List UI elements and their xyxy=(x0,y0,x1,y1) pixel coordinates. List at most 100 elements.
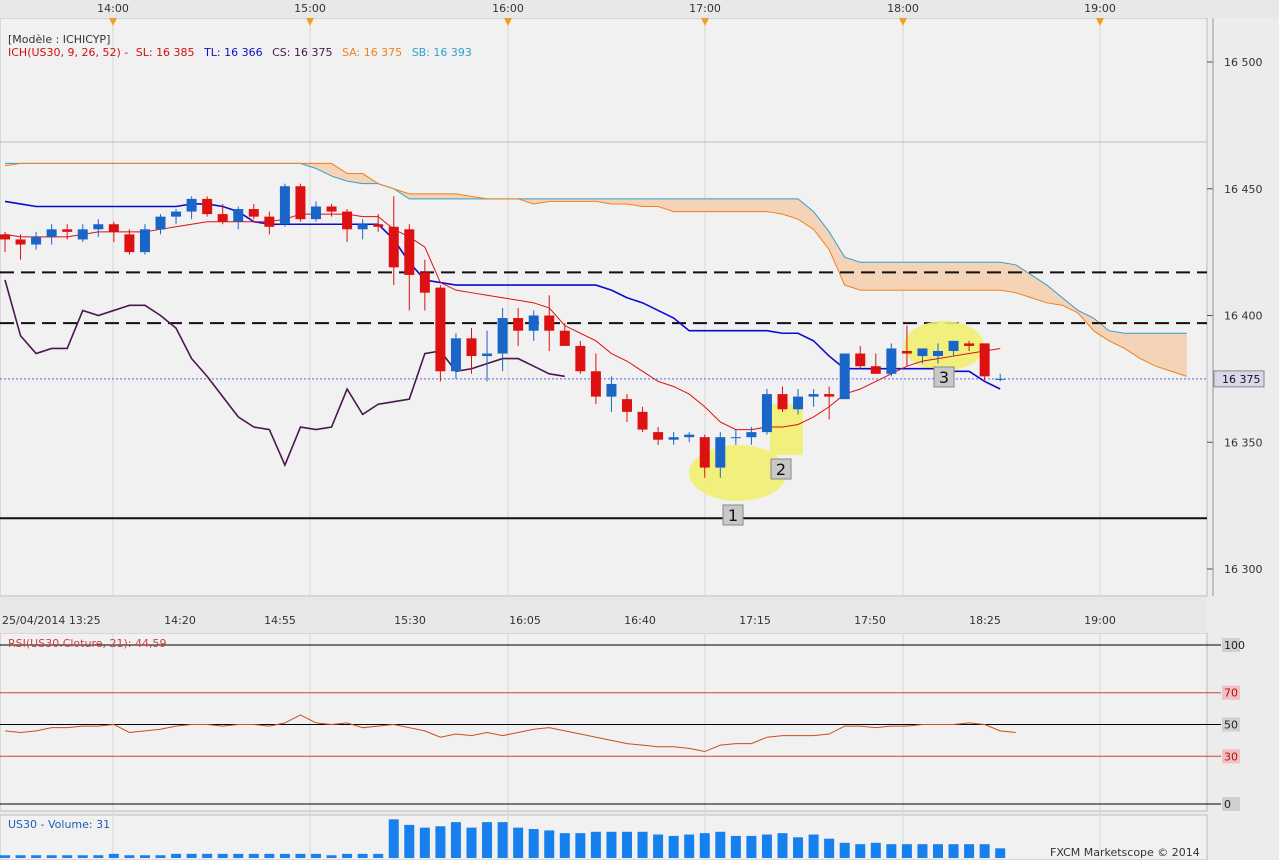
candle-body xyxy=(342,211,353,230)
top-time-label: 14:00 xyxy=(97,2,129,15)
candle-body xyxy=(62,229,73,232)
candle-body xyxy=(746,432,757,438)
volume-bar xyxy=(93,855,104,858)
candle-body xyxy=(979,343,990,377)
candle-body xyxy=(155,216,166,230)
candle-body xyxy=(186,198,197,212)
model-label: [Modèle : ICHICYP] xyxy=(8,33,111,46)
volume-bar xyxy=(948,844,959,858)
volume-bar xyxy=(730,835,741,858)
candle-body xyxy=(15,239,26,245)
rsi-level-label: 50 xyxy=(1224,719,1238,732)
kumo-cloud xyxy=(5,163,1187,377)
candle-body xyxy=(995,378,1006,380)
rsi-panel xyxy=(0,632,1208,812)
volume-bar xyxy=(124,855,135,858)
volume-bar xyxy=(668,835,679,858)
volume-bar xyxy=(0,855,10,858)
candle-body xyxy=(559,330,570,346)
annotation-label: 2 xyxy=(776,460,786,479)
volume-bar xyxy=(373,853,384,858)
candle-body xyxy=(793,396,804,410)
top-time-label: 18:00 xyxy=(887,2,919,15)
rsi-level-label: 0 xyxy=(1224,798,1231,811)
rsi-line xyxy=(4,714,1016,753)
ichimoku-legend: ICH(US30, 9, 26, 52) - SL: 16 385 TL: 16… xyxy=(8,46,472,59)
volume-bar xyxy=(404,824,415,858)
rsi-title: RSI(US30.Cloture, 21): 44,59 xyxy=(8,637,167,650)
volume-bar xyxy=(419,827,430,858)
volume-bar xyxy=(761,834,772,858)
sa-value: SA: 16 375 xyxy=(341,46,403,59)
candle-body xyxy=(295,186,306,220)
bottom-axis-bar xyxy=(0,597,1207,633)
bottom-time-label: 19:00 xyxy=(1084,614,1116,627)
bottom-time-label: 14:55 xyxy=(264,614,296,627)
annotation-box xyxy=(770,458,792,480)
candle-body xyxy=(0,234,10,240)
annotation-box xyxy=(722,504,744,526)
cs-value: CS: 16 375 xyxy=(272,46,333,59)
volume-bar xyxy=(544,830,555,858)
candle-body xyxy=(311,206,321,220)
volume-bar xyxy=(62,855,73,858)
candle-body xyxy=(964,343,975,346)
price-axis-label: 16 300 xyxy=(1224,563,1263,576)
volume-bar xyxy=(202,853,213,858)
volume-bar xyxy=(46,855,57,858)
kijun-sen-line xyxy=(4,200,1001,390)
current-price-box xyxy=(1213,370,1265,388)
volume-bar xyxy=(186,853,197,858)
candle-body xyxy=(31,236,42,245)
price-axis-label: 16 400 xyxy=(1224,310,1263,323)
volume-bar xyxy=(528,829,539,858)
candle-body xyxy=(108,224,119,232)
hour-marker xyxy=(504,18,512,26)
price-axis-label: 16 500 xyxy=(1224,56,1263,69)
highlight-ellipse-1 xyxy=(689,445,787,501)
volume-bar xyxy=(311,853,321,858)
volume-title: US30 - Volume: 31 xyxy=(8,818,111,831)
candle-body xyxy=(528,315,539,331)
rsi-level-box xyxy=(1222,638,1240,652)
rsi-level-box xyxy=(1222,685,1240,700)
candle-body xyxy=(575,345,586,372)
volume-bar xyxy=(575,833,586,858)
candle-body xyxy=(217,214,228,222)
volume-bar xyxy=(295,853,306,858)
highlight-rect-2 xyxy=(770,404,803,455)
volume-bar xyxy=(964,844,975,858)
volume-bar xyxy=(155,855,166,858)
candle-body xyxy=(870,366,881,374)
hour-marker xyxy=(109,18,117,26)
bottom-time-label: 18:25 xyxy=(969,614,1001,627)
candle-body xyxy=(839,353,850,400)
volume-panel xyxy=(0,814,1208,860)
volume-bar xyxy=(793,837,804,858)
tl-value: TL: 16 366 xyxy=(204,46,263,59)
hour-marker xyxy=(1096,18,1104,26)
rsi-level-box xyxy=(1222,749,1240,764)
volume-bar xyxy=(606,831,617,858)
volume-bar xyxy=(513,827,524,858)
volume-bar xyxy=(15,855,26,858)
rsi-level-box xyxy=(1222,797,1240,811)
candle-body xyxy=(544,315,555,331)
volume-bar xyxy=(31,855,42,858)
volume-bar xyxy=(839,842,850,858)
volume-bar xyxy=(342,853,353,858)
price-axis-label: 16 350 xyxy=(1224,436,1263,449)
tenkan-sen-line xyxy=(4,213,1001,431)
rsi-level-label: 30 xyxy=(1224,750,1238,763)
annotation-box xyxy=(933,366,955,388)
candle-body xyxy=(808,394,819,397)
senkou-span-a-line xyxy=(4,162,1187,377)
candle-body xyxy=(264,216,275,227)
volume-bar xyxy=(435,826,446,858)
volume-bar xyxy=(917,844,928,858)
ichimoku-prefix: ICH(US30, 9, 26, 52) - xyxy=(8,46,129,59)
volume-bar xyxy=(901,844,912,858)
candle-body xyxy=(139,229,150,253)
candle-body xyxy=(855,353,866,367)
